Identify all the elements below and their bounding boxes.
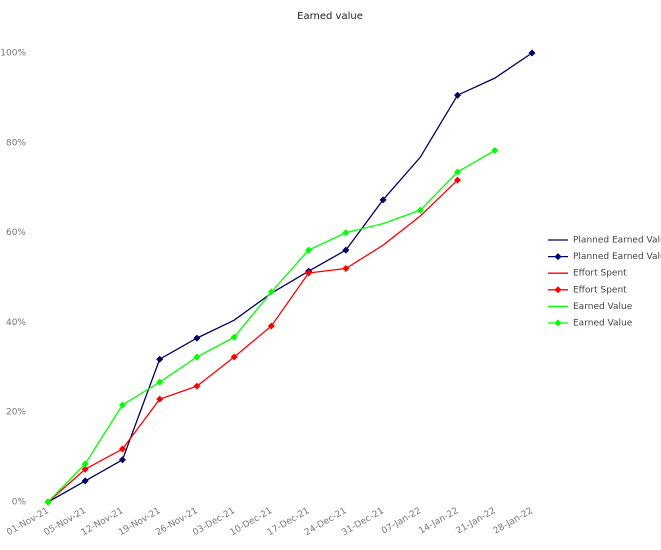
marker	[118, 401, 126, 409]
marker	[230, 333, 238, 341]
marker	[156, 378, 164, 386]
marker	[230, 353, 238, 361]
legend-label: Planned Earned Value	[573, 236, 661, 246]
legend-marker	[554, 286, 562, 294]
legend-label: Earned Value	[573, 302, 633, 312]
marker	[305, 246, 313, 254]
marker	[156, 395, 164, 403]
marker	[193, 382, 201, 390]
marker	[454, 176, 462, 184]
marker	[44, 498, 52, 506]
x-tick-label: 21-Jan-22	[455, 506, 498, 537]
y-tick-label: 100%	[0, 49, 26, 59]
line	[47, 52, 533, 503]
line	[47, 179, 458, 503]
y-tick-label: 20%	[6, 408, 26, 418]
marker	[305, 269, 313, 277]
y-tick-label: 60%	[6, 228, 26, 238]
marker	[342, 246, 350, 254]
marker	[379, 196, 387, 204]
marker	[342, 265, 350, 273]
legend-label: Planned Earned Value	[573, 252, 661, 262]
y-tick-label: 40%	[6, 318, 26, 328]
chart-title: Earned value	[297, 11, 363, 22]
x-tick-label: 28-Jan-22	[492, 506, 535, 537]
marker	[454, 91, 462, 99]
marker	[528, 49, 536, 57]
marker	[118, 445, 126, 453]
marker	[118, 456, 126, 464]
legend-marker	[554, 253, 562, 261]
x-tick-label: 14-Jan-22	[417, 506, 460, 537]
legend-marker	[554, 319, 562, 327]
x-tick-label: 07-Jan-22	[380, 506, 423, 537]
marker	[454, 168, 462, 176]
marker	[267, 322, 275, 330]
legend-label: Effort Spent	[573, 269, 627, 279]
marker	[81, 460, 89, 468]
marker	[416, 206, 424, 214]
marker	[156, 355, 164, 363]
marker	[193, 334, 201, 342]
marker	[267, 288, 275, 296]
marker	[81, 477, 89, 485]
x-tick-label: 31-Dec-21	[340, 506, 386, 538]
y-tick-label: 80%	[6, 138, 26, 148]
y-tick-label: 0%	[12, 498, 27, 508]
marker	[342, 229, 350, 237]
legend-label: Effort Spent	[573, 285, 627, 295]
marker	[193, 353, 201, 361]
marker	[81, 465, 89, 473]
legend-label: Earned Value	[573, 319, 633, 329]
marker	[491, 146, 499, 154]
